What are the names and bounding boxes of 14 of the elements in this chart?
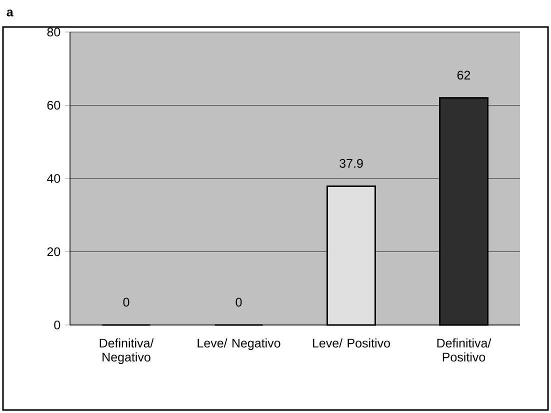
chart-title: a: [6, 10, 14, 16]
data-label: 0: [123, 298, 130, 307]
data-label: 37.9: [340, 158, 363, 168]
data-label: 0: [236, 298, 242, 307]
data-label: 62: [457, 70, 470, 80]
y-tick-label: 0: [54, 320, 60, 330]
x-tick-label: Definitiva/ Positivo: [437, 338, 492, 362]
x-tick-label: Leve/ Positivo: [313, 338, 390, 348]
y-tick-label: 80: [47, 28, 60, 36]
y-tick-label: 20: [47, 247, 60, 256]
y-tick-label: 40: [47, 174, 60, 183]
x-tick-label: Leve/ Negativo: [198, 338, 280, 350]
y-tick-label: 60: [47, 100, 60, 110]
x-tick-label: Definitiva/ Negativo: [100, 338, 154, 364]
